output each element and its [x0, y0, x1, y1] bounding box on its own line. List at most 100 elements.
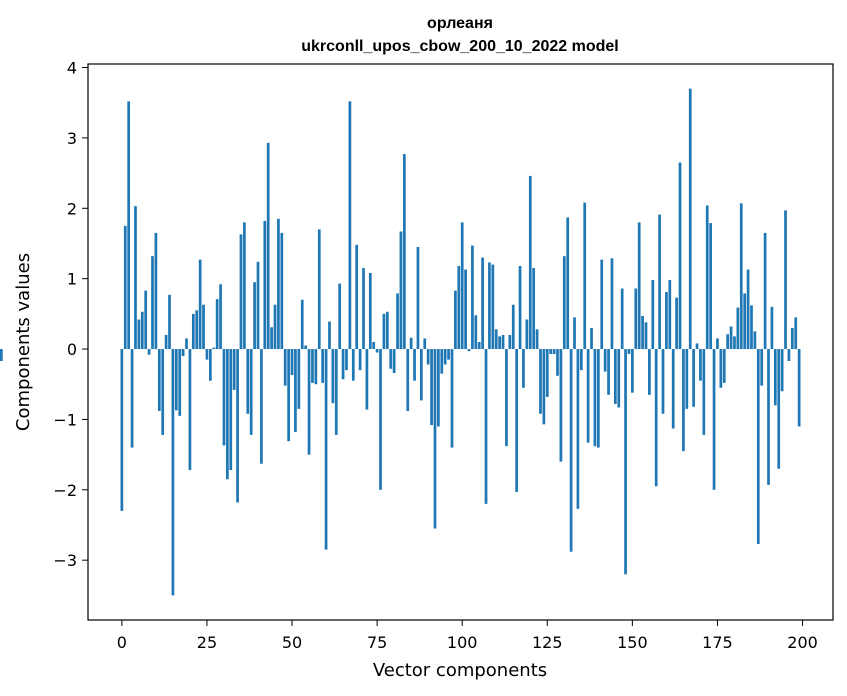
bar-153 [641, 315, 644, 350]
bar-36 [243, 222, 246, 350]
bar-42 [263, 220, 267, 350]
bar-53 [300, 299, 304, 350]
bar-13 [164, 334, 168, 350]
bar-88 [420, 349, 423, 401]
bar-72 [365, 349, 369, 410]
bar-34 [236, 349, 239, 503]
bar-76 [379, 349, 382, 490]
plot-frame [87, 63, 834, 621]
bar-82 [399, 231, 403, 350]
bar-178 [726, 334, 730, 350]
bar-124 [542, 349, 546, 425]
bar-101 [464, 269, 467, 350]
bar-161 [668, 280, 672, 350]
bar-174 [712, 349, 716, 490]
bar-168 [692, 349, 695, 407]
bar-3 [130, 349, 134, 448]
bar-186 [753, 331, 757, 350]
bar-90 [426, 349, 430, 365]
bar-120 [528, 175, 532, 350]
bar-79 [389, 349, 393, 369]
x-axis-label: Vector components [373, 660, 547, 681]
bar-139 [593, 349, 597, 447]
bar-146 [617, 349, 621, 408]
bar-193 [777, 349, 781, 469]
bar-199 [797, 349, 801, 427]
y-tick-label--3: −3 [53, 551, 77, 570]
bar-162 [671, 349, 675, 429]
bar-49 [287, 349, 290, 442]
bar-44 [270, 327, 273, 350]
bar-85 [409, 337, 413, 350]
bar-91 [430, 349, 433, 426]
bar-130 [562, 256, 566, 350]
bar-59 [321, 349, 325, 383]
bar-1 [123, 225, 127, 350]
bar-177 [722, 349, 726, 383]
bar-15 [171, 349, 175, 596]
bar-143 [607, 349, 610, 395]
bar-70 [358, 349, 362, 371]
bar-66 [345, 349, 348, 371]
bar-6 [140, 311, 144, 350]
bar-64 [338, 283, 342, 350]
bar-128 [556, 349, 559, 376]
y-tick-label-4: 4 [67, 59, 77, 78]
bar-167 [688, 88, 692, 350]
bar-182 [739, 203, 743, 350]
bar-183 [743, 293, 747, 350]
bar-46 [277, 218, 280, 350]
bar-50 [290, 349, 294, 376]
bar-118 [522, 349, 525, 388]
bar-71 [362, 268, 365, 350]
bar-41 [260, 349, 263, 464]
bar-83 [402, 154, 406, 350]
bar-191 [770, 306, 774, 350]
bar-24 [202, 304, 205, 350]
bar-105 [477, 342, 481, 350]
x-tick-label-150: 150 [617, 633, 648, 652]
bar-55 [307, 349, 311, 455]
bar-10 [154, 232, 158, 350]
bar-100 [460, 222, 464, 350]
bar-18 [181, 349, 185, 357]
bar-107 [484, 349, 488, 504]
chart-title-line2: ukrconll_upos_cbow_200_10_2022 model [301, 38, 618, 55]
bar-149 [627, 349, 631, 354]
bar-111 [498, 336, 501, 350]
bar-190 [767, 349, 770, 485]
bar-188 [760, 349, 764, 386]
bar-127 [552, 349, 556, 354]
bar-179 [729, 326, 733, 350]
x-tick-label-100: 100 [447, 633, 478, 652]
y-axis-label: Components values [13, 253, 34, 431]
bar-2 [127, 101, 131, 350]
bar-173 [709, 223, 713, 350]
bar-141 [600, 259, 604, 350]
bar-94 [440, 349, 444, 374]
bar-157 [654, 349, 658, 487]
bar-9 [151, 256, 154, 350]
bar-116 [515, 349, 519, 492]
bar-109 [491, 264, 495, 350]
bar-17 [178, 349, 182, 416]
bar-25 [205, 349, 209, 360]
bar-98 [454, 290, 457, 350]
bar-138 [590, 327, 593, 350]
bar-164 [678, 162, 682, 350]
bar-20 [188, 349, 192, 471]
bar-144 [610, 258, 614, 350]
bar-151 [634, 288, 638, 350]
bar-185 [750, 305, 753, 350]
bar-189 [763, 232, 767, 350]
bar-81 [396, 293, 399, 350]
bar-43 [266, 142, 270, 350]
bar-77 [382, 313, 386, 350]
bar-75 [375, 349, 379, 353]
bar-194 [780, 349, 784, 392]
bar-19 [185, 338, 188, 350]
bar-40 [256, 261, 260, 350]
bar-125 [545, 349, 549, 397]
bar-69 [355, 244, 359, 350]
chart-title-line1: орлеаня [427, 15, 493, 32]
